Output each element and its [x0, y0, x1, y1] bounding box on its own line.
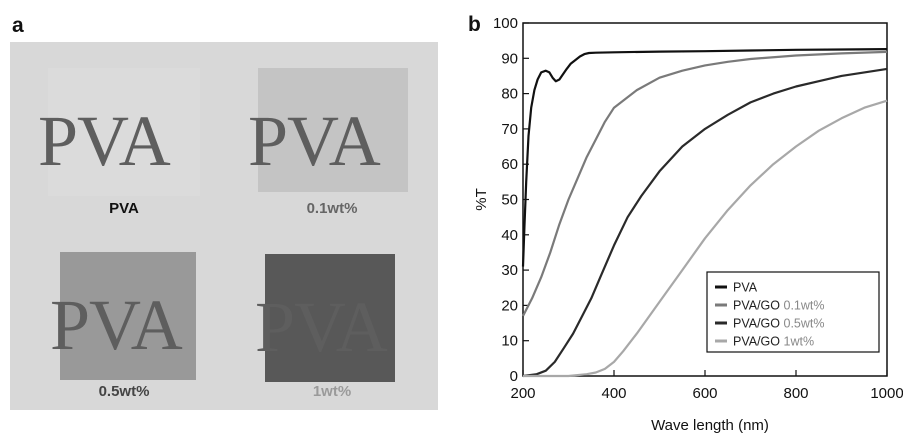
film-sample-4 — [265, 254, 395, 382]
x-axis-title: Wave length (nm) — [651, 417, 769, 433]
legend-entry-suffix: 1wt% — [780, 335, 814, 349]
legend-box — [706, 271, 880, 353]
panel-letter-b: b — [468, 13, 481, 36]
legend-entry-prefix: PVA — [733, 281, 758, 295]
y-tick-label: 90 — [501, 50, 518, 67]
legend-entry-suffix: 0.1wt% — [780, 299, 824, 313]
legend-entry-prefix: PVA/GO — [733, 299, 780, 313]
films-photo: PVA PVA PVA 0.1wt% PVA 0.5wt% PVA 1wt% — [10, 42, 438, 410]
legend-entry-suffix: 0.5wt% — [780, 317, 824, 331]
film-printed-text: PVA — [248, 101, 381, 181]
x-tick-label: 1000 — [870, 385, 903, 402]
y-tick-label: 70 — [501, 121, 518, 138]
film-sample-1 — [48, 68, 200, 196]
y-tick-label: 10 — [501, 333, 518, 350]
x-tick-label: 800 — [783, 385, 808, 402]
y-tick-label: 20 — [501, 297, 518, 314]
x-tick-label: 600 — [692, 385, 717, 402]
y-tick-label: 60 — [501, 156, 518, 173]
legend-entry: PVA — [733, 281, 758, 295]
film-sample-2 — [258, 68, 408, 192]
legend-entry-prefix: PVA/GO — [733, 335, 780, 349]
y-tick-label: 30 — [501, 262, 518, 279]
film-printed-text: PVA — [38, 101, 171, 181]
series-line-1 — [521, 48, 888, 267]
x-tick-label: 400 — [601, 385, 626, 402]
film-label: PVA — [109, 200, 139, 217]
y-tick-label: 40 — [501, 227, 518, 244]
y-axis-title: %T — [473, 188, 490, 211]
film-printed-text: PVA — [255, 287, 388, 367]
y-tick-label: 80 — [501, 86, 518, 103]
series-line-3 — [522, 67, 888, 378]
film-sample-3 — [60, 252, 196, 380]
legend-entry: PVA/GO 0.1wt% — [733, 299, 824, 313]
panel-letter-a: a — [12, 14, 24, 37]
series-line-4 — [523, 99, 888, 378]
y-tick-label: 50 — [501, 192, 518, 209]
y-tick-label: 0 — [510, 368, 518, 385]
panel-a: a PVA PVA PVA 0.1wt% PVA 0.5wt% PVA 1wt% — [0, 0, 450, 433]
film-label: 0.1wt% — [306, 200, 358, 217]
series-line-2 — [522, 50, 888, 317]
x-tick-label: 200 — [510, 385, 535, 402]
y-tick-label: 100 — [493, 15, 518, 32]
legend-entry: PVA/GO 1wt% — [733, 335, 814, 349]
film-label: 0.5wt% — [98, 383, 150, 400]
film-label: 1wt% — [312, 383, 352, 400]
legend-entry: PVA/GO 0.5wt% — [733, 317, 824, 331]
film-printed-text: PVA — [50, 285, 183, 365]
transmittance-chart: b 0 10 20 30 40 50 60 70 80 90 100 200 400 600 800 1000 W… — [468, 13, 903, 433]
legend-entry-prefix: PVA/GO — [733, 317, 780, 331]
